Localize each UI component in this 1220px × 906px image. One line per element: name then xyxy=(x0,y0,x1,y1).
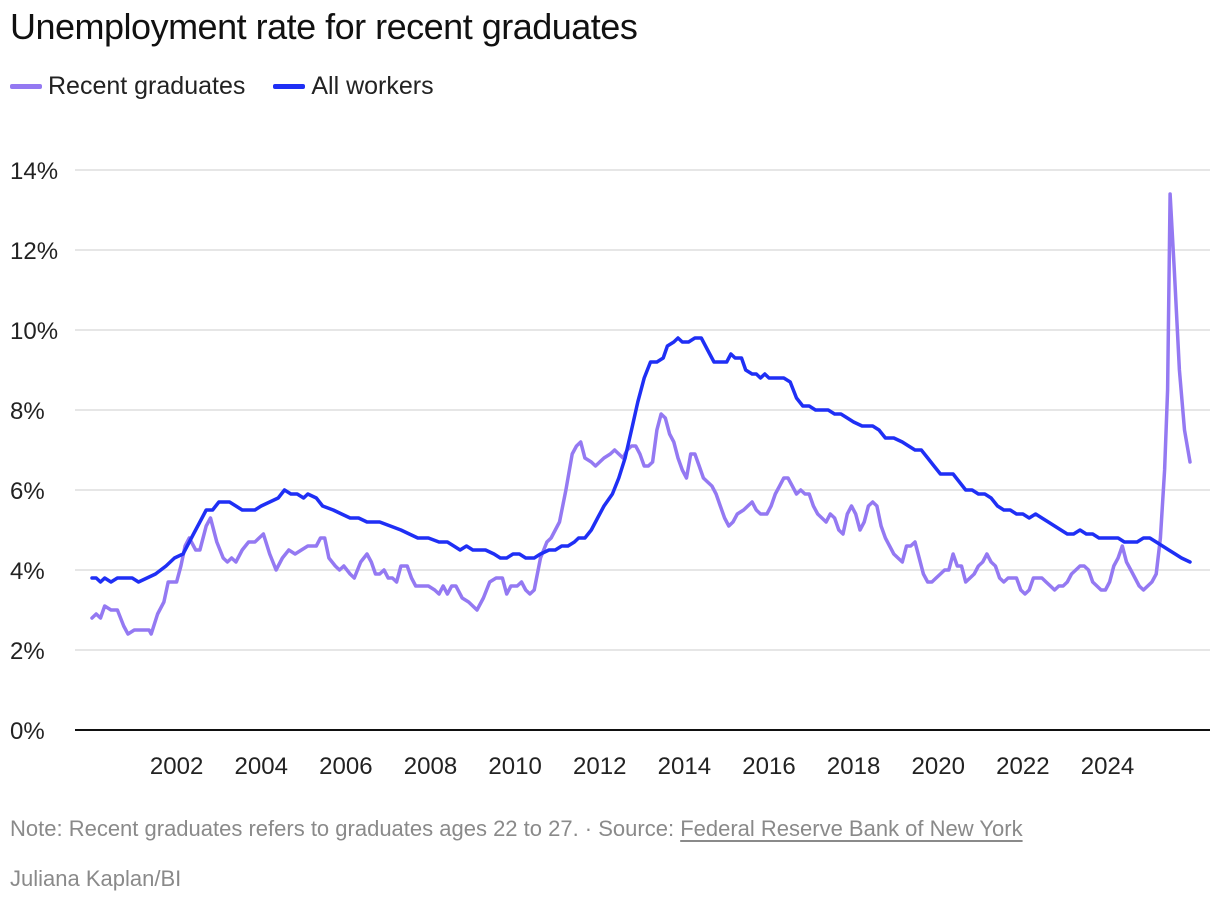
x-tick-label: 2018 xyxy=(827,753,880,780)
legend-label-recent-graduates: Recent graduates xyxy=(48,72,246,100)
legend-label-all-workers: All workers xyxy=(311,72,434,100)
chart-credit: Juliana Kaplan/BI xyxy=(10,866,182,891)
x-tick-label: 2024 xyxy=(1081,753,1134,780)
x-tick-label: 2022 xyxy=(996,753,1049,780)
y-tick-label: 14% xyxy=(10,158,58,185)
legend-item-all-workers: All workers xyxy=(273,72,434,101)
x-tick-label: 2020 xyxy=(912,753,965,780)
source-link[interactable]: Federal Reserve Bank of New York xyxy=(680,816,1023,841)
legend-swatch-recent-graduates xyxy=(10,84,42,89)
y-tick-label: 4% xyxy=(10,558,45,585)
x-tick-label: 2002 xyxy=(150,753,203,780)
series-line-all-workers xyxy=(90,336,1192,584)
chart-footnote: Note: Recent graduates refers to graduat… xyxy=(10,816,1023,842)
x-tick-label: 2006 xyxy=(319,753,372,780)
y-tick-label: 6% xyxy=(10,478,45,505)
y-tick-label: 10% xyxy=(10,318,58,345)
y-tick-label: 12% xyxy=(10,238,58,265)
y-tick-label: 0% xyxy=(10,718,45,745)
y-tick-label: 8% xyxy=(10,398,45,425)
x-tick-label: 2014 xyxy=(658,753,711,780)
series-line-recent-graduates xyxy=(90,192,1192,636)
chart-legend: Recent graduates All workers xyxy=(10,72,462,101)
x-tick-label: 2004 xyxy=(235,753,288,780)
x-tick-label: 2012 xyxy=(573,753,626,780)
x-tick-label: 2008 xyxy=(404,753,457,780)
x-tick-label: 2016 xyxy=(742,753,795,780)
chart-title: Unemployment rate for recent graduates xyxy=(10,6,638,47)
note-text: Note: Recent graduates refers to graduat… xyxy=(10,816,681,841)
x-tick-label: 2010 xyxy=(488,753,541,780)
y-tick-label: 2% xyxy=(10,638,45,665)
legend-item-recent-graduates: Recent graduates xyxy=(10,72,245,101)
legend-swatch-all-workers xyxy=(273,84,306,89)
